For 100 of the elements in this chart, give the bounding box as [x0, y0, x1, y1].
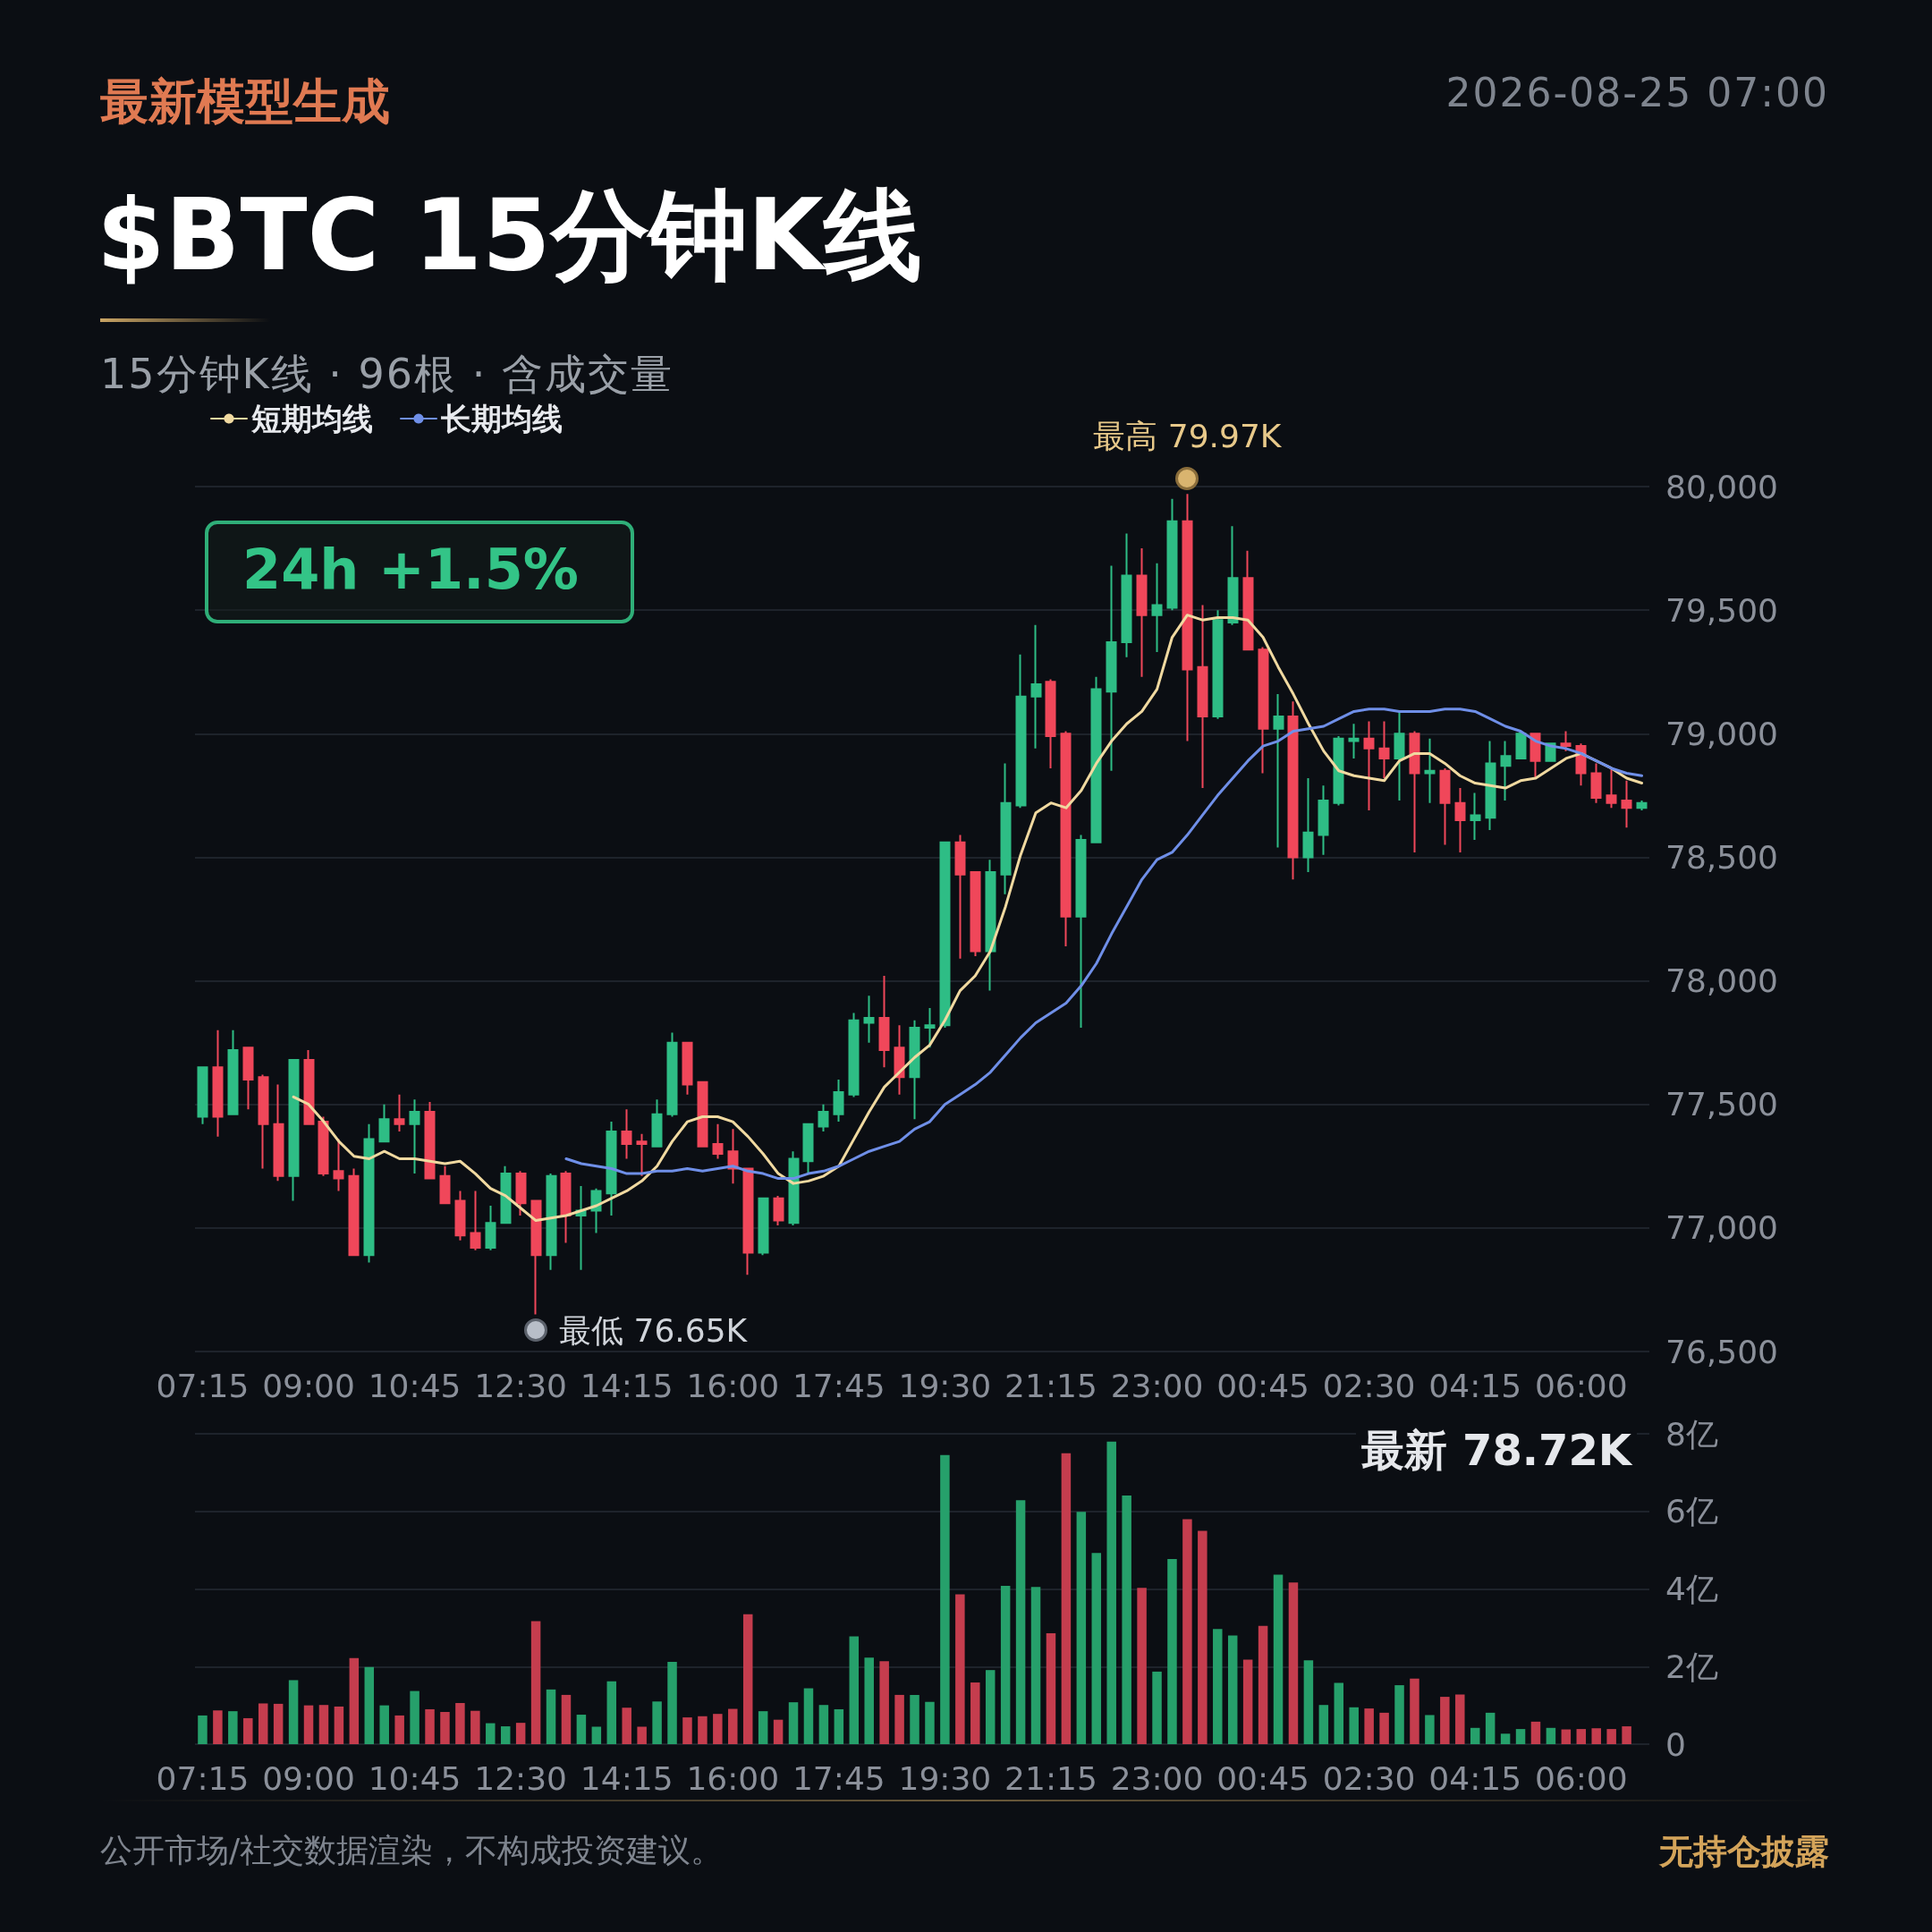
- candlestick: [1258, 646, 1269, 775]
- bar: [515, 1723, 526, 1744]
- bar: [546, 1689, 556, 1744]
- y-tick-label: 80,000: [1665, 468, 1778, 505]
- candlestick: [227, 1029, 239, 1115]
- candlestick: [530, 1199, 542, 1316]
- candlestick: [773, 1194, 784, 1227]
- candlestick: [378, 1103, 390, 1143]
- y-tick-label: 4亿: [1665, 1571, 1718, 1607]
- candlestick: [242, 1046, 254, 1111]
- candlestick: [1197, 604, 1208, 790]
- bar: [1349, 1707, 1359, 1744]
- candlestick: [485, 1204, 496, 1251]
- bar: [1334, 1682, 1344, 1744]
- annotation: 最新 78.72K: [1356, 1424, 1637, 1476]
- bar: [803, 1688, 814, 1744]
- x-tick-label: 23:00: [1110, 1367, 1204, 1404]
- candlestick: [1030, 623, 1042, 750]
- candlestick: [1394, 710, 1405, 801]
- candlestick: [1121, 532, 1132, 658]
- x-tick-label: 12:30: [474, 1759, 568, 1797]
- bar: [955, 1594, 965, 1744]
- candlestick: [697, 1080, 708, 1148]
- bar: [1576, 1729, 1587, 1744]
- y-tick-label: 79,000: [1665, 715, 1778, 752]
- candlestick: [712, 1123, 724, 1160]
- bar: [1500, 1733, 1511, 1744]
- bar: [894, 1694, 904, 1744]
- candlestick: [1106, 564, 1117, 772]
- candlestick: [1515, 730, 1527, 759]
- bar: [258, 1703, 268, 1744]
- bar: [1515, 1729, 1526, 1744]
- bar: [773, 1719, 784, 1744]
- candlestick: [560, 1170, 572, 1244]
- text: 2026-08-25 07:00: [1445, 70, 1829, 115]
- bar: [849, 1636, 860, 1744]
- bar: [1152, 1671, 1162, 1744]
- x-tick-label: 17:45: [792, 1759, 886, 1797]
- bar: [1122, 1495, 1131, 1744]
- candlestick: [197, 1066, 208, 1125]
- text: 无持仓披露: [1659, 1831, 1829, 1873]
- candlestick: [1060, 730, 1072, 947]
- bar: [410, 1690, 419, 1744]
- candlestick: [1378, 720, 1390, 780]
- candlestick: [1045, 678, 1056, 769]
- y-tick-label: 78,000: [1665, 962, 1778, 1000]
- x-tick-label: 14:15: [580, 1367, 674, 1404]
- candlestick: [666, 1031, 678, 1118]
- bar: [1546, 1727, 1556, 1744]
- candlestick: [878, 975, 890, 1069]
- bar: [970, 1682, 980, 1744]
- x-tick-label: 00:45: [1216, 1367, 1309, 1404]
- x-tick-label: 06:00: [1534, 1759, 1628, 1797]
- bar: [1394, 1685, 1404, 1744]
- x-tick-label: 06:00: [1534, 1367, 1628, 1404]
- candlestick: [802, 1123, 814, 1175]
- x-tick-label: 00:45: [1216, 1759, 1309, 1797]
- bar: [879, 1661, 889, 1744]
- candlestick: [500, 1165, 512, 1224]
- bar: [591, 1726, 602, 1744]
- bar: [1046, 1632, 1056, 1744]
- bar: [349, 1657, 360, 1744]
- x-tick-label: 17:45: [792, 1367, 886, 1404]
- y-tick-label: 78,500: [1665, 838, 1778, 876]
- bar: [198, 1715, 208, 1744]
- candlestick: [1090, 675, 1102, 843]
- bar: [243, 1717, 253, 1744]
- y-tick-label: 6亿: [1665, 1493, 1718, 1530]
- bar: [1288, 1582, 1299, 1744]
- candlestick: [1075, 834, 1087, 1030]
- bar: [213, 1710, 223, 1744]
- candlestick: [1227, 525, 1239, 626]
- bar: [1273, 1574, 1284, 1744]
- x-tick-label: 19:30: [898, 1759, 992, 1797]
- text: 最高 79.97K: [1093, 417, 1282, 457]
- candlestick: [303, 1048, 315, 1125]
- candlestick: [212, 1029, 224, 1138]
- bar: [1030, 1587, 1041, 1744]
- bar: [1198, 1530, 1208, 1744]
- candlestick: [515, 1170, 527, 1217]
- bar: [940, 1454, 950, 1744]
- bar: [288, 1680, 299, 1744]
- candlestick: [788, 1150, 800, 1227]
- candlestick: [1500, 740, 1512, 801]
- x-tick-label: 23:00: [1110, 1759, 1204, 1797]
- candlestick: [333, 1138, 344, 1192]
- candlestick: [909, 1019, 920, 1121]
- candlestick: [1621, 779, 1632, 829]
- bar: [425, 1708, 435, 1744]
- bar: [1091, 1553, 1102, 1744]
- bar: [788, 1702, 799, 1744]
- x-tick-label: 04:15: [1428, 1759, 1522, 1797]
- candlestick: [1590, 762, 1602, 804]
- candlestick: [454, 1190, 466, 1241]
- bar: [1530, 1721, 1541, 1744]
- candlestick: [470, 1190, 481, 1251]
- candlestick: [1273, 693, 1284, 849]
- candlestick: [273, 1083, 284, 1182]
- candlestick: [424, 1100, 436, 1180]
- x-tick-label: 16:00: [686, 1759, 780, 1797]
